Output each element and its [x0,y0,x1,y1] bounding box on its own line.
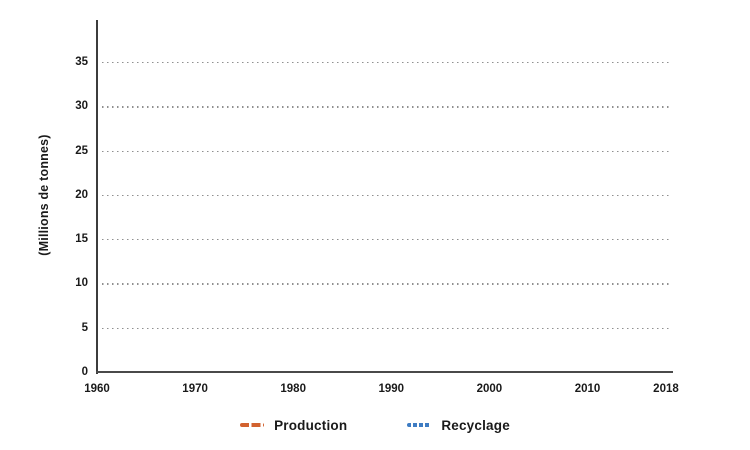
x-tick-label: 1990 [378,383,405,395]
gridline [102,194,672,197]
y-axis-title: (Millions de tonnes) [37,134,51,256]
y-tick-label: 15 [75,233,88,246]
y-tick-label: 10 [75,277,88,290]
x-tick-label: 2010 [574,383,601,395]
gridline [102,327,672,330]
legend-marker-recyclage [407,423,432,427]
y-tick-label: 0 [81,366,88,378]
x-tick-label: 2018 [653,383,679,395]
gridline [102,106,672,108]
gridline [102,150,672,152]
legend-label: Recyclage [441,417,510,433]
x-tick-label: 1980 [280,383,306,395]
x-tick-label: 1960 [84,383,110,395]
y-tick-label: 20 [75,188,88,201]
legend-item-production: Production [240,418,347,433]
y-tick-label: 30 [75,100,88,113]
y-tick-label: 25 [75,144,88,157]
legend-item-recyclage: Recyclage [407,418,510,433]
legend: Production Recyclage [0,413,750,437]
y-tick-label: 35 [75,55,88,68]
legend-marker-production [240,423,265,427]
x-tick-label: 1970 [182,383,208,395]
legend-label: Production [274,417,348,433]
gridline [102,61,672,64]
y-axis-line [96,20,98,374]
gridline [102,239,672,241]
y-tick-label: 5 [81,321,88,334]
x-tick-label: 2000 [476,383,503,395]
gridline [102,283,672,285]
x-axis-line [96,371,673,373]
